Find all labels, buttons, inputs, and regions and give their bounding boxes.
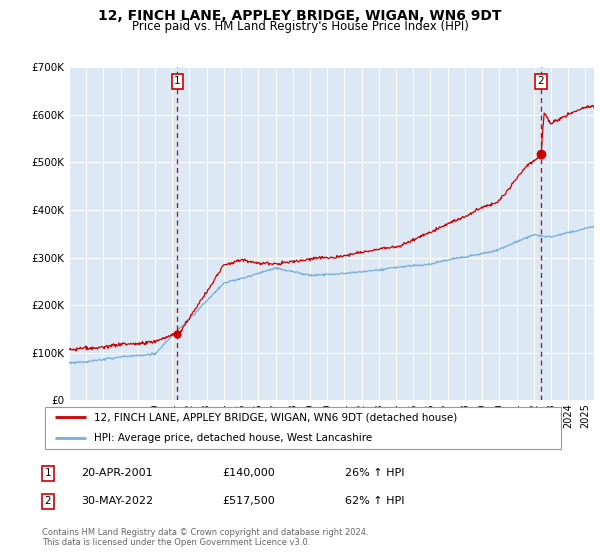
Text: Price paid vs. HM Land Registry's House Price Index (HPI): Price paid vs. HM Land Registry's House … [131, 20, 469, 33]
Text: Contains HM Land Registry data © Crown copyright and database right 2024.: Contains HM Land Registry data © Crown c… [42, 528, 368, 537]
Text: 26% ↑ HPI: 26% ↑ HPI [345, 468, 404, 478]
Text: HPI: Average price, detached house, West Lancashire: HPI: Average price, detached house, West… [94, 433, 373, 444]
Text: 2: 2 [538, 77, 544, 86]
Text: £140,000: £140,000 [222, 468, 275, 478]
Text: £517,500: £517,500 [222, 496, 275, 506]
Text: 30-MAY-2022: 30-MAY-2022 [81, 496, 153, 506]
FancyBboxPatch shape [44, 407, 562, 449]
Text: 1: 1 [174, 77, 181, 86]
Text: 62% ↑ HPI: 62% ↑ HPI [345, 496, 404, 506]
Text: 12, FINCH LANE, APPLEY BRIDGE, WIGAN, WN6 9DT (detached house): 12, FINCH LANE, APPLEY BRIDGE, WIGAN, WN… [94, 412, 457, 422]
Text: 1: 1 [44, 468, 52, 478]
Text: 2: 2 [44, 496, 52, 506]
Text: 12, FINCH LANE, APPLEY BRIDGE, WIGAN, WN6 9DT: 12, FINCH LANE, APPLEY BRIDGE, WIGAN, WN… [98, 9, 502, 23]
Text: 20-APR-2001: 20-APR-2001 [81, 468, 152, 478]
Text: This data is licensed under the Open Government Licence v3.0.: This data is licensed under the Open Gov… [42, 538, 310, 547]
